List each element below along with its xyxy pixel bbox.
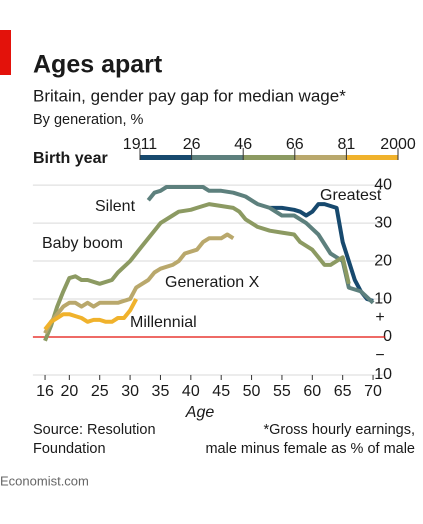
y-tick-label: 40 [374, 176, 392, 193]
x-tick-label: 35 [152, 383, 170, 400]
sign-label: + [375, 309, 384, 326]
series-line [43, 232, 235, 335]
legend-swatch [243, 155, 295, 160]
y-tick-label: 30 [374, 214, 392, 231]
legend-title: Birth year [33, 150, 108, 167]
series-line [43, 298, 138, 331]
series-label: Silent [95, 198, 136, 215]
series-label: Millennial [130, 314, 197, 331]
x-tick-label: 25 [91, 383, 109, 400]
x-tick-label: 65 [334, 383, 352, 400]
x-axis-label: Age [185, 404, 215, 421]
legend-year: 26 [183, 136, 201, 153]
x-tick-label: 55 [273, 383, 291, 400]
legend-swatch [191, 155, 244, 160]
legend-swatch [140, 155, 192, 160]
source: Foundation [33, 441, 106, 457]
y-tick-label: 0 [383, 328, 392, 345]
x-tick-label: 40 [182, 383, 200, 400]
y-tick-label: 10 [374, 366, 392, 383]
x-tick-label: 70 [364, 383, 382, 400]
x-tick-label: 45 [212, 383, 230, 400]
series-line [269, 202, 374, 303]
legend-year: 2000 [380, 136, 416, 153]
legend-year: 46 [234, 136, 252, 153]
x-tick-label: 50 [243, 383, 261, 400]
chart-title: Ages apart [33, 51, 163, 79]
x-tick-label: 30 [121, 383, 139, 400]
series-label: Greatest [320, 187, 382, 204]
branding: Economist.com [0, 473, 89, 488]
series-line [43, 202, 351, 342]
subtitle: Britain, gender pay gap for median wage* [33, 86, 346, 105]
sign-label: − [375, 347, 384, 364]
unit-note: By generation, % [33, 112, 144, 128]
legend-year: 1911 [123, 136, 158, 153]
series-label: Generation X [165, 274, 260, 291]
accent-bar [0, 30, 11, 75]
legend-year: 66 [286, 136, 304, 153]
legend-swatch [294, 155, 347, 160]
legend-year: 81 [338, 136, 356, 153]
y-tick-label: 20 [374, 252, 392, 269]
legend-swatch [346, 155, 398, 160]
source: Source: Resolution [33, 422, 156, 438]
x-tick-label: 60 [303, 383, 321, 400]
footnote: *Gross hourly earnings, [263, 422, 415, 438]
x-tick-label: 16 [36, 383, 54, 400]
footnote: male minus female as % of male [205, 441, 415, 457]
series-label: Baby boom [42, 235, 123, 252]
x-tick-label: 20 [60, 383, 78, 400]
y-tick-label: 10 [374, 290, 392, 307]
